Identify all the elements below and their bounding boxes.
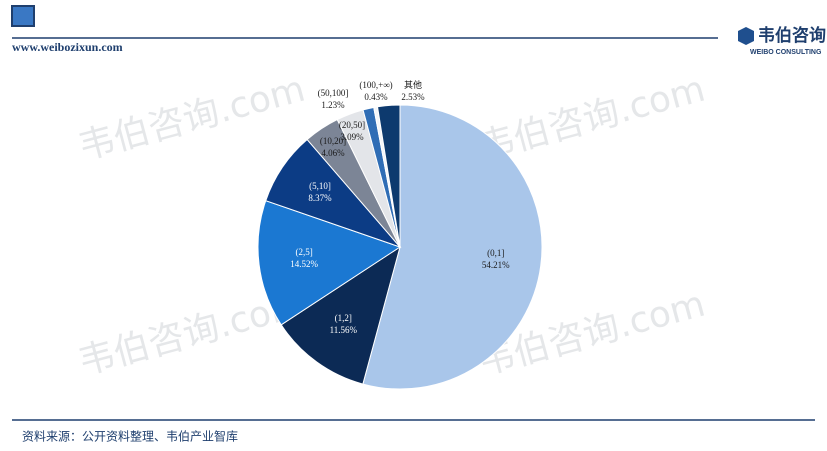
slice-value: 8.37% [308, 193, 332, 203]
pie-slice [362, 104, 543, 390]
brand: 韦伯咨询 [758, 25, 826, 46]
logo-square [11, 5, 35, 27]
pie: (0,1] 54.21% (1,2] 11.56% (2,5] 14.52% (5,10] 8… [257, 79, 543, 390]
slice-label: (2,5] [296, 247, 313, 257]
slice-value: 2.53% [401, 92, 425, 102]
pie-slice [376, 104, 401, 248]
watermark: 韦伯咨询.com [74, 69, 309, 169]
slice-value: 11.56% [330, 325, 358, 335]
slice-value: 4.06% [321, 148, 345, 158]
footer: 资料来源：公开资料整理、韦伯产业智库 [22, 429, 238, 444]
slice-value: 0.43% [364, 92, 388, 102]
brand-icon [738, 27, 754, 45]
slice-label: (100,+∞) [359, 80, 392, 90]
slice-value: 3.09% [340, 132, 364, 142]
slice-label: (0,1] [487, 248, 504, 258]
slice-label: (5,10] [309, 181, 331, 191]
pie-slice [280, 245, 401, 385]
slice-value: 1.23% [321, 100, 345, 110]
url: www.weibozixun.com [12, 40, 123, 54]
pie-slice [257, 200, 402, 326]
slice-value: 54.21% [482, 260, 510, 270]
slice-value: 14.52% [290, 259, 318, 269]
slice-label: (1,2] [335, 313, 352, 323]
brand-en: WEIBO CONSULTING [750, 49, 822, 56]
slice-label: (20,50] [339, 120, 365, 130]
slice-label: (10,20] [320, 136, 346, 146]
slice-label: 其他 [404, 79, 422, 90]
slice-label: (50,100] [318, 88, 349, 98]
watermark: 韦伯咨询.com [474, 69, 709, 169]
